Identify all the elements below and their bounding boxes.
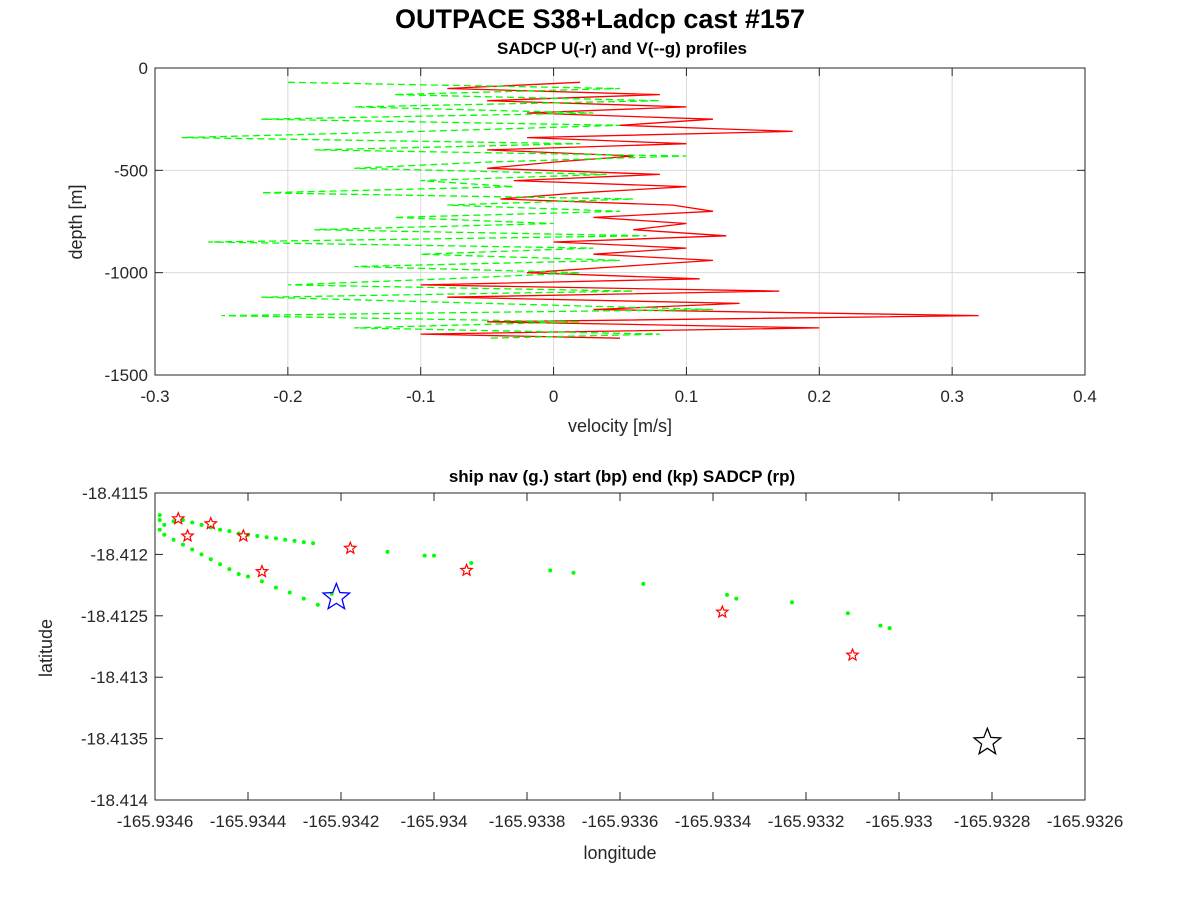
ship-nav-point — [218, 562, 223, 567]
profile-axes-box — [154, 67, 1086, 376]
profile-y-tick-label: -1000 — [105, 264, 148, 283]
profile-y-tick-label: 0 — [139, 59, 148, 78]
ship-nav-point — [790, 600, 794, 605]
nav-y-tick-label: -18.4125 — [81, 607, 148, 626]
ship-nav-point — [199, 552, 204, 557]
profile-y-tick-label: -1500 — [105, 366, 148, 385]
nav-y-tick-label: -18.4135 — [81, 730, 148, 749]
nav-y-tick-label: -18.412 — [90, 545, 148, 564]
ship-nav-point — [273, 585, 278, 590]
ship-nav-point — [227, 529, 232, 534]
ship-nav-point — [255, 534, 260, 538]
ship-nav-point — [878, 623, 883, 628]
sadcp-point — [459, 562, 474, 577]
ship-nav-point — [273, 536, 278, 541]
ship-nav-point — [315, 602, 320, 607]
ship-nav-point — [246, 574, 250, 579]
ship-nav-point — [301, 596, 306, 601]
ship-nav-point — [190, 547, 195, 552]
nav-x-tick-label: -165.9336 — [582, 812, 659, 831]
figure-title: OUTPACE S38+Ladcp cast #157 — [395, 4, 805, 34]
ship-nav-point — [311, 541, 316, 546]
nav-ticks: -165.9346 -165.9344 -165.9342 -165.934 -165.… — [81, 484, 1123, 831]
profile-axes-title: SADCP U(-r) and V(--g) profiles — [497, 39, 747, 58]
nav-x-tick-label: -165.9332 — [768, 812, 845, 831]
ship-nav-point — [385, 549, 390, 554]
ship-nav-point — [422, 553, 427, 558]
ship-nav-point — [162, 532, 167, 537]
ship-nav-point — [259, 579, 264, 584]
nav-axes: ship nav (g.) start (bp) end (kp) SADCP … — [36, 467, 1123, 863]
ship-nav-point — [264, 535, 269, 540]
sadcp-point — [236, 528, 251, 543]
profile-x-tick-label: 0.1 — [675, 387, 699, 406]
nav-y-tick-label: -18.413 — [90, 668, 148, 687]
profile-y-label: depth [m] — [66, 184, 86, 259]
ship-nav-point — [283, 537, 288, 542]
profile-x-tick-label: 0.4 — [1073, 387, 1097, 406]
nav-x-tick-label: -165.9342 — [303, 812, 380, 831]
profile-x-tick-label: -0.2 — [273, 387, 302, 406]
ship-nav-point — [157, 518, 162, 522]
nav-x-tick-label: -165.9328 — [954, 812, 1031, 831]
profile-x-tick-label: 0.2 — [807, 387, 831, 406]
sadcp-point — [715, 604, 730, 619]
ship-nav-point — [208, 557, 213, 562]
ship-nav-point — [287, 590, 292, 595]
nav-x-tick-label: -165.9344 — [210, 812, 287, 831]
ship-nav-point — [887, 626, 892, 631]
ship-nav-point — [171, 537, 176, 542]
profile-y-tick-label: -500 — [114, 161, 148, 180]
ship-nav-point — [157, 513, 162, 518]
ship-nav-point — [734, 596, 739, 601]
profile-x-tick-label: -0.1 — [406, 387, 435, 406]
nav-y-label: latitude — [36, 619, 56, 677]
profile-x-tick-label: 0 — [549, 387, 558, 406]
ship-nav-point — [236, 572, 241, 576]
nav-points — [157, 511, 1003, 756]
nav-x-tick-label: -165.9334 — [675, 812, 752, 831]
sadcp-point — [170, 511, 186, 525]
ship-nav-point — [218, 527, 223, 532]
ship-nav-point — [641, 581, 646, 586]
ship-nav-point — [725, 592, 729, 597]
nav-x-tick-label: -165.9346 — [117, 812, 194, 831]
profile-series-v — [181, 81, 714, 339]
sadcp-point — [254, 563, 270, 578]
ship-nav-point — [571, 570, 576, 575]
sadcp-point — [203, 516, 219, 530]
nav-x-tick-label: -165.9326 — [1047, 812, 1124, 831]
nav-axes-title: ship nav (g.) start (bp) end (kp) SADCP … — [449, 467, 795, 486]
profile-series — [181, 81, 979, 339]
end-marker — [972, 726, 1003, 756]
nav-x-tick-label: -165.933 — [865, 812, 932, 831]
profile-axes: SADCP U(-r) and V(--g) profiles -0.3 -0.2… — [66, 39, 1097, 436]
ship-nav-point — [199, 522, 204, 527]
ship-nav-point — [180, 542, 185, 547]
ship-nav-point — [157, 527, 162, 532]
ship-nav-point — [548, 568, 553, 573]
ship-nav-point — [845, 611, 850, 616]
nav-x-tick-label: -165.9338 — [489, 812, 566, 831]
nav-x-label: longitude — [583, 843, 656, 863]
sadcp-point — [180, 528, 195, 543]
ship-nav-point — [190, 520, 195, 525]
ship-nav-point — [227, 567, 232, 572]
ship-nav-point — [292, 538, 297, 543]
nav-x-tick-label: -165.934 — [400, 812, 467, 831]
profile-ticks: -0.3 -0.2 -0.1 0 0.1 0.2 0.3 0.4 0 -500 -1000 -1500 — [105, 59, 1097, 406]
profile-x-tick-label: 0.3 — [940, 387, 964, 406]
ship-nav-point — [301, 540, 306, 545]
ship-nav-point — [432, 553, 436, 558]
ship-nav-point — [162, 522, 167, 527]
nav-y-tick-label: -18.4115 — [82, 484, 148, 503]
ship-nav-point — [469, 561, 474, 565]
sadcp-point — [343, 540, 358, 555]
start-marker — [321, 581, 352, 611]
profile-x-label: velocity [m/s] — [568, 416, 672, 436]
profile-x-tick-label: -0.3 — [140, 387, 169, 406]
sadcp-point — [845, 647, 860, 662]
nav-y-tick-label: -18.414 — [90, 791, 148, 810]
